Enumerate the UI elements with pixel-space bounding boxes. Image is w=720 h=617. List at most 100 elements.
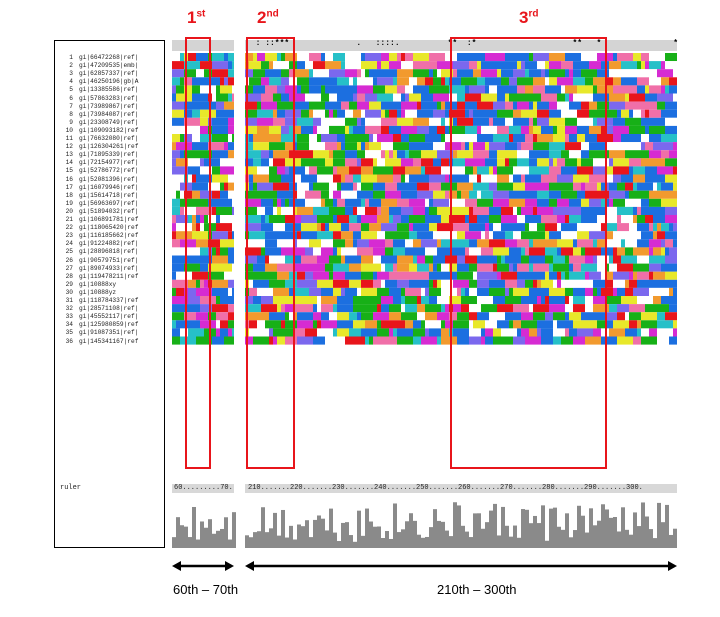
histogram-right-bar	[561, 529, 565, 548]
histogram-right-bar	[273, 512, 277, 548]
alignment-right-cell	[357, 93, 365, 102]
sequence-row: 20 gi|51894032|ref|	[59, 208, 139, 216]
alignment-right-cell	[329, 304, 333, 313]
alignment-right-cell	[633, 190, 649, 199]
alignment-right-cell	[477, 263, 493, 272]
alignment-right-cell	[381, 206, 389, 215]
alignment-left-cell	[224, 53, 228, 62]
alignment-right-cell	[637, 255, 649, 264]
alignment-right-cell	[625, 101, 641, 110]
alignment-right-cell	[657, 69, 673, 78]
histogram-right-bar	[349, 535, 353, 548]
alignment-right-cell	[429, 206, 437, 215]
alignment-right-cell	[533, 101, 537, 110]
alignment-right-cell	[565, 312, 569, 321]
alignment-right-cell	[601, 182, 605, 191]
alignment-left-cell	[176, 231, 192, 240]
alignment-right-cell	[317, 279, 333, 288]
alignment-right-cell	[661, 247, 665, 256]
alignment-right-cell	[577, 166, 581, 175]
alignment-right-cell	[477, 61, 481, 70]
alignment-right-cell	[545, 182, 549, 191]
alignment-right-cell	[421, 296, 429, 305]
histogram-right-bar	[437, 520, 441, 548]
alignment-left-cell	[228, 190, 234, 199]
alignment-right-cell	[637, 134, 641, 143]
alignment-left-cell	[208, 198, 224, 207]
alignment-right-cell	[429, 223, 437, 232]
sequence-number: 23	[65, 232, 73, 240]
alignment-right-cell	[441, 85, 449, 94]
alignment-right-cell	[633, 287, 649, 296]
alignment-right-cell	[437, 247, 449, 256]
alignment-right-cell	[641, 312, 657, 321]
alignment-right-cell	[273, 336, 277, 345]
alignment-right-cell	[393, 328, 397, 337]
alignment-right-cell	[509, 174, 513, 183]
alignment-right-cell	[585, 190, 601, 199]
alignment-right-cell	[489, 279, 505, 288]
alignment-right-cell	[397, 85, 405, 94]
alignment-right-cell	[457, 255, 465, 264]
alignment-left-cell	[212, 190, 220, 199]
alignment-left-cell	[188, 166, 192, 175]
alignment-right-cell	[421, 239, 437, 248]
alignment-right-cell	[469, 53, 485, 62]
alignment-right-cell	[569, 255, 585, 264]
histogram-right-bar	[541, 505, 545, 548]
region-label-1st: 1st	[187, 8, 205, 28]
alignment-right-cell	[421, 271, 429, 280]
histogram-right-bar	[269, 528, 273, 548]
alignment-right-cell	[433, 279, 437, 288]
alignment-left-cell	[172, 304, 184, 313]
alignment-right-cell	[673, 134, 677, 143]
alignment-right-cell	[309, 93, 321, 102]
alignment-right-cell	[317, 320, 321, 329]
alignment-right-cell	[273, 287, 289, 296]
alignment-right-cell	[517, 61, 521, 70]
alignment-right-cell	[609, 158, 613, 167]
alignment-left-cell	[232, 247, 234, 256]
alignment-right-cell	[461, 304, 469, 313]
alignment-right-cell	[373, 190, 385, 199]
alignment-right-cell	[645, 215, 653, 224]
alignment-right-cell	[529, 287, 537, 296]
alignment-right-cell	[629, 93, 645, 102]
alignment-right-cell	[321, 190, 329, 199]
alignment-left-cell	[200, 263, 208, 272]
alignment-right-cell	[441, 77, 445, 86]
alignment-right-cell	[337, 77, 349, 86]
range-arrow-right-left-head	[245, 561, 254, 571]
alignment-right-cell	[345, 109, 353, 118]
alignment-right-cell	[269, 125, 281, 134]
alignment-right-cell	[353, 206, 357, 215]
alignment-right-cell	[269, 77, 281, 86]
alignment-right-cell	[389, 166, 393, 175]
sequence-row: 25 gi|28896818|ref|	[59, 248, 139, 256]
alignment-right-cell	[329, 93, 337, 102]
alignment-right-cell	[529, 247, 545, 256]
alignment-left-cell	[172, 287, 176, 296]
alignment-right-cell	[253, 134, 265, 143]
alignment-right-cell	[477, 296, 493, 305]
alignment-right-cell	[325, 101, 341, 110]
sequence-row: 13 gi|71895339|ref|	[59, 151, 139, 159]
alignment-right-cell	[301, 125, 313, 134]
alignment-right-cell	[293, 142, 297, 151]
histogram-right-bar	[465, 531, 469, 548]
alignment-right-cell	[525, 134, 533, 143]
alignment-right-cell	[641, 336, 657, 345]
alignment-left-cell	[208, 312, 216, 321]
alignment-right-cell	[489, 117, 493, 126]
alignment-right-cell	[505, 312, 521, 321]
alignment-right-cell	[369, 142, 381, 151]
sequence-id: gi|23308749|ref|	[79, 118, 139, 126]
alignment-right-cell	[345, 158, 357, 167]
sequence-number: 17	[65, 183, 73, 191]
alignment-right-cell	[417, 101, 421, 110]
alignment-right-cell	[633, 336, 641, 345]
alignment-right-cell	[449, 215, 465, 224]
alignment-left-cell	[216, 296, 220, 305]
alignment-right-cell	[301, 158, 309, 167]
